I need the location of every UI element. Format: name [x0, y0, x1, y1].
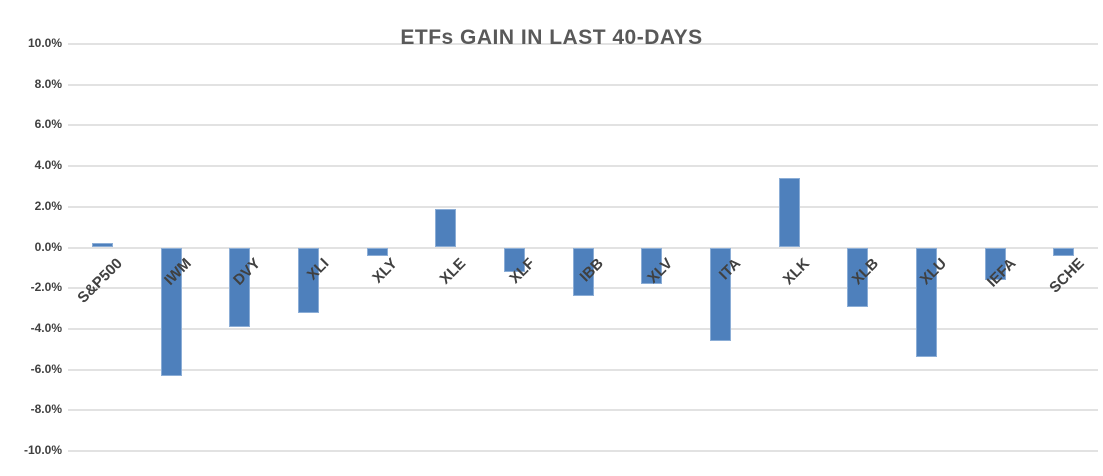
y-axis-tick-label: -10.0%	[23, 443, 62, 457]
gridline	[68, 327, 1098, 330]
category-label-xly: XLY	[369, 254, 402, 287]
bar-xlk	[778, 178, 800, 248]
bar-dvy	[229, 247, 251, 327]
y-axis-tick-label: 6.0%	[34, 117, 62, 132]
bar-xlv	[641, 247, 663, 285]
y-axis-tick-label: -8.0%	[30, 402, 62, 417]
chart-title: ETFs GAIN IN LAST 40-DAYS	[400, 26, 703, 49]
bar-xlu	[915, 247, 937, 358]
y-axis-tick-label: -6.0%	[30, 361, 62, 376]
y-axis-tick-label: 8.0%	[34, 76, 62, 91]
bar-sp500	[91, 243, 113, 248]
bar-iwm	[160, 247, 182, 376]
bar-xly	[366, 247, 388, 256]
category-label-sche: SCHE	[1046, 254, 1088, 296]
y-axis-tick-label: 10.0%	[27, 36, 62, 50]
gridline	[68, 205, 1098, 208]
y-axis-tick-label: -2.0%	[30, 280, 62, 295]
y-axis-tick-label: 2.0%	[34, 198, 62, 213]
gridline	[68, 450, 1098, 452]
y-axis-tick-label: 0.0%	[34, 239, 62, 254]
bar-xli	[297, 247, 319, 313]
gridline	[68, 368, 1098, 371]
bar-xle	[435, 208, 457, 248]
gridline	[68, 409, 1098, 412]
y-axis-tick-label: -4.0%	[30, 320, 62, 335]
bar-xlb	[847, 247, 869, 307]
gridline	[68, 83, 1098, 86]
bar-sche	[1053, 247, 1075, 256]
bar-ita	[709, 247, 731, 342]
category-label-xlk: XLK	[779, 254, 814, 288]
gridline	[68, 165, 1098, 168]
bar-ibb	[572, 247, 594, 297]
category-label-xle: XLE	[437, 254, 470, 288]
category-label-sp500: S&P500	[74, 254, 127, 307]
gridline	[68, 124, 1098, 127]
y-axis-tick-label: 4.0%	[34, 158, 62, 173]
bar-iefa	[984, 247, 1006, 281]
gridline	[68, 43, 1098, 45]
bar-xlf	[503, 247, 525, 272]
